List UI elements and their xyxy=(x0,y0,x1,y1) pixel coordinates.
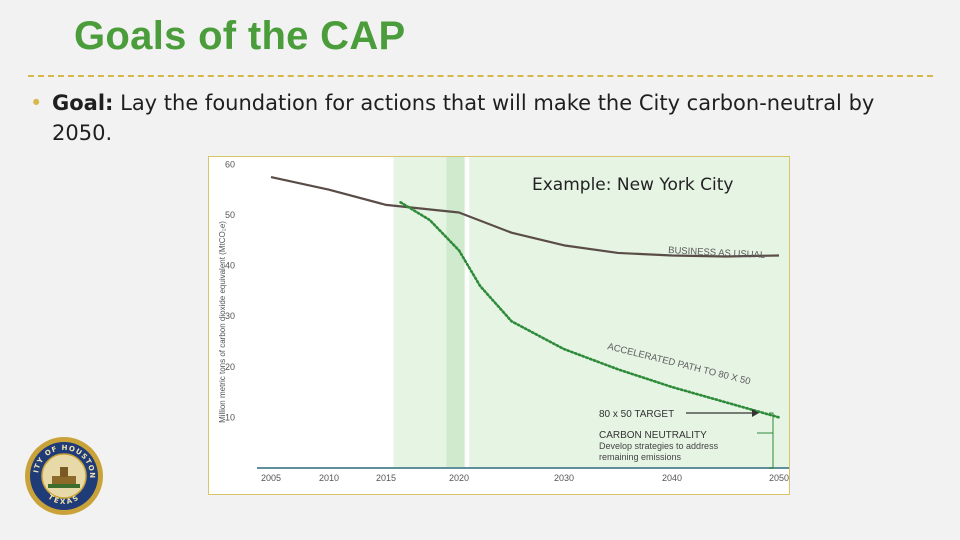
x-tick-label: 2040 xyxy=(662,473,682,483)
x-tick-label: 2015 xyxy=(376,473,396,483)
slide-title: Goals of the CAP xyxy=(74,14,406,58)
target-label: 80 x 50 TARGET xyxy=(599,409,674,420)
goal-body: Lay the foundation for actions that will… xyxy=(52,91,875,145)
x-tick-label: 2010 xyxy=(319,473,339,483)
y-tick-label: 30 xyxy=(225,311,235,321)
series-accelerated-path xyxy=(399,201,781,419)
y-tick-label: 20 xyxy=(225,362,235,372)
city-seal-icon: CITY OF HOUSTON TEXAS xyxy=(24,436,103,515)
highlight-band-gap xyxy=(465,157,470,469)
x-tick-label: 2020 xyxy=(449,473,469,483)
chart-annotation-title: Example: New York City xyxy=(532,175,733,195)
neutrality-line-2: remaining emissions xyxy=(599,452,682,462)
y-axis-title: Million metric tons of carbon dioxide eq… xyxy=(218,221,227,423)
x-tick-label: 2050 xyxy=(769,473,789,483)
goal-lead: Goal: xyxy=(52,91,114,115)
series-label-business-as-usual: BUSINESS AS USUAL xyxy=(668,245,766,261)
y-tick-label: 10 xyxy=(225,412,235,422)
goal-bullet: • Goal: Lay the foundation for actions t… xyxy=(30,88,910,148)
target-arrowhead xyxy=(752,409,759,417)
emissions-chart: 10 20 30 40 50 60 2005 2010 2015 2020 2030 2040 2050… xyxy=(208,156,790,495)
neutrality-line-1: Develop strategies to address xyxy=(599,441,719,451)
neutrality-bracket xyxy=(769,412,774,469)
neutrality-title: CARBON NEUTRALITY xyxy=(599,430,707,441)
highlight-band xyxy=(446,157,465,469)
bullet-dot-icon: • xyxy=(30,91,43,115)
x-tick-label: 2030 xyxy=(554,473,574,483)
title-divider xyxy=(28,75,933,77)
y-tick-label: 50 xyxy=(225,210,235,220)
x-tick-label: 2005 xyxy=(261,473,281,483)
series-business-as-usual xyxy=(270,175,780,258)
y-tick-label: 60 xyxy=(225,159,235,169)
goal-text: Goal: Lay the foundation for actions tha… xyxy=(30,88,910,148)
y-tick-label: 40 xyxy=(225,261,235,271)
